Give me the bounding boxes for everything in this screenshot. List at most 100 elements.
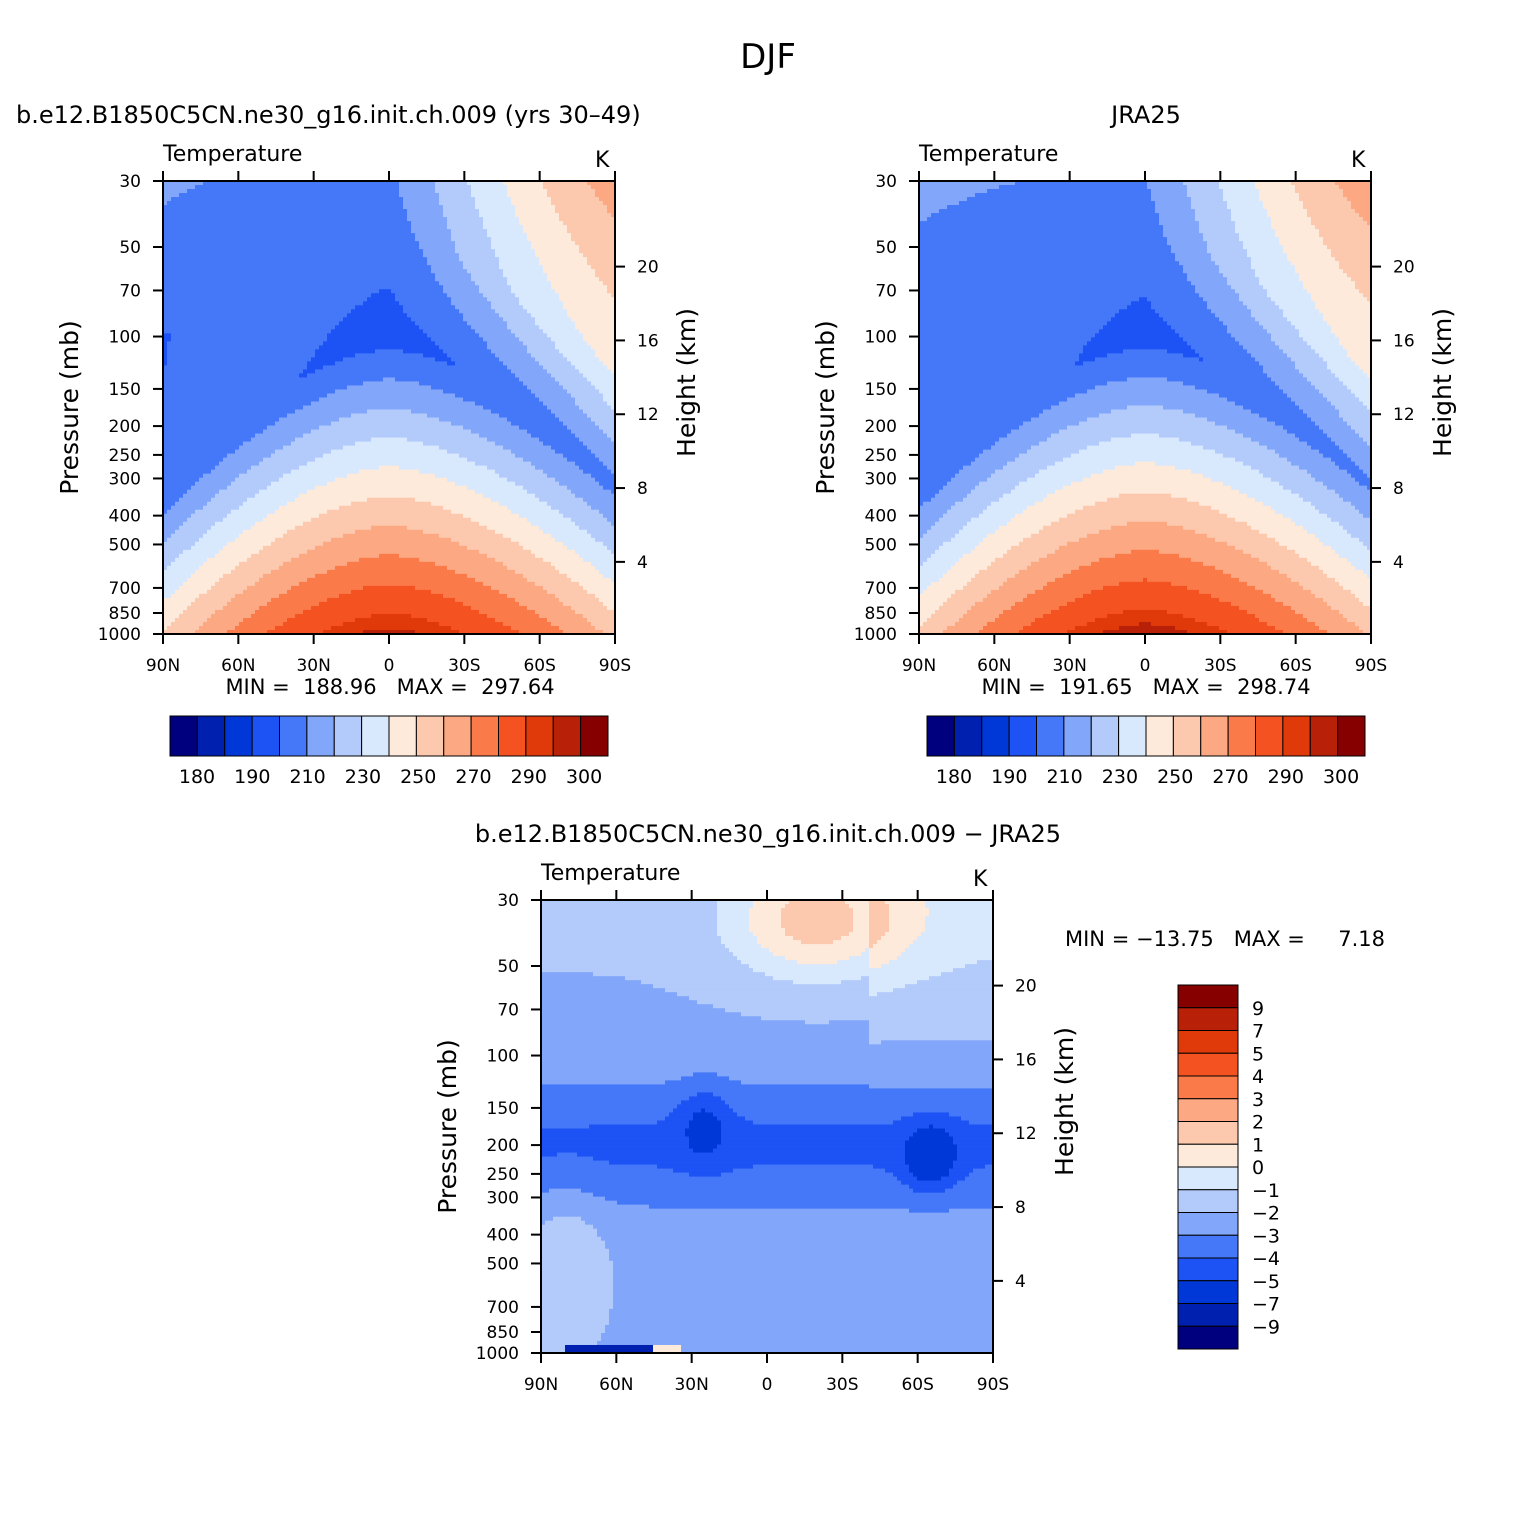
labelbar-label: −1 [1252,1180,1280,1202]
left-string: Temperature [918,142,1058,167]
labelbar-label: 300 [566,766,602,788]
height-axis-label: Height (km) [1050,1027,1079,1176]
labelbar-label: 190 [991,766,1027,788]
panel-title: b.e12.B1850C5CN.ne30_g16.init.ch.009 (yr… [16,101,641,129]
x-tick-label: 60N [599,1375,633,1395]
labelbar-box [416,716,443,756]
labelbar-box [1178,1076,1238,1099]
height-tick-label: 16 [637,331,659,351]
x-tick-label: 30N [296,656,330,676]
left-string: Temperature [540,861,680,886]
labelbar-box [982,716,1009,756]
labelbar-label: 300 [1323,766,1359,788]
labelbar-box [1178,1031,1238,1054]
panel-title: JRA25 [1109,101,1181,129]
height-tick-label: 16 [1015,1050,1037,1070]
figure-title: DJF [740,37,796,77]
right-string: K [973,867,988,892]
y-tick-label: 1000 [854,625,897,645]
y-tick-label: 50 [119,238,141,258]
labelbar-box [1009,716,1036,756]
y-tick-label: 500 [487,1254,519,1274]
x-tick-label: 0 [384,656,395,676]
labelbar-box [197,716,224,756]
labelbar-box [444,716,471,756]
y-tick-label: 100 [865,328,897,348]
y-tick-label: 150 [865,380,897,400]
x-tick-label: 30N [1052,656,1086,676]
y-tick-label: 30 [497,891,519,911]
color-labelbar: 180 190 210 230 250 270 290 300 [170,716,608,788]
labelbar-label: −2 [1252,1203,1280,1225]
height-tick-label: 20 [637,258,659,278]
labelbar-box [389,716,416,756]
labelbar-box [1037,716,1064,756]
labelbar-label: 210 [1046,766,1082,788]
y-tick-label: 250 [865,446,897,466]
labelbar-label: 5 [1252,1043,1264,1065]
labelbar-label: 210 [289,766,325,788]
x-tick-label: 60N [221,656,255,676]
y-tick-label: 100 [109,328,141,348]
x-tick-label: 90N [146,656,180,676]
labelbar-label: 7 [1252,1021,1264,1043]
y-tick-label: 250 [487,1165,519,1185]
labelbar-box [581,716,608,756]
y-tick-label: 700 [109,579,141,599]
labelbar-box [280,716,307,756]
labelbar-box [1178,1213,1238,1236]
y-tick-label: 70 [119,281,141,301]
labelbar-label: 9 [1252,998,1264,1020]
y-tick-label: 70 [875,281,897,301]
y-tick-label: 30 [119,172,141,192]
height-axis-label: Height (km) [1428,308,1457,457]
labelbar-label: 2 [1252,1112,1264,1134]
x-tick-label: 60N [977,656,1011,676]
height-tick-label: 4 [1393,553,1404,573]
height-tick-label: 4 [637,553,648,573]
labelbar-label: 180 [936,766,972,788]
x-tick-label: 30S [826,1375,858,1395]
right-string: K [595,148,610,173]
labelbar-box [1178,1304,1238,1327]
labelbar-label: 290 [511,766,547,788]
panel-diff: b.e12.B1850C5CN.ne30_g16.init.ch.009 − J… [433,820,1385,1395]
x-tick-label: 90S [1355,656,1387,676]
labelbar-box [1178,1122,1238,1145]
labelbar-box [225,716,252,756]
labelbar-label: 250 [400,766,436,788]
y-tick-label: 700 [487,1298,519,1318]
x-tick-label: 90S [599,656,631,676]
labelbar-box [1178,985,1238,1008]
y-tick-label: 500 [865,535,897,555]
labelbar-box [1178,1258,1238,1281]
height-tick-label: 4 [1015,1272,1026,1292]
y-tick-label: 200 [865,417,897,437]
min-max-stats: MIN = −13.75 MAX = 7.18 [1065,927,1385,951]
labelbar-box [334,716,361,756]
labelbar-label: 190 [234,766,270,788]
labelbar-label: −3 [1252,1225,1280,1247]
labelbar-box [252,716,279,756]
color-labelbar: 180 190 210 230 250 270 290 300 [927,716,1365,788]
labelbar-box [954,716,981,756]
x-tick-label: 0 [1140,656,1151,676]
y-tick-label: 850 [487,1323,519,1343]
labelbar-label: 290 [1268,766,1304,788]
height-tick-label: 8 [1015,1198,1026,1218]
y-tick-label: 300 [865,469,897,489]
labelbar-label: 270 [1212,766,1248,788]
y-tick-label: 850 [865,604,897,624]
height-tick-label: 16 [1393,331,1415,351]
labelbar-label: −9 [1252,1316,1280,1338]
labelbar-box [1091,716,1118,756]
labelbar-box [927,716,954,756]
labelbar-box [1178,1326,1238,1349]
labelbar-box [1228,716,1255,756]
right-string: K [1351,148,1366,173]
labelbar-box [1146,716,1173,756]
y-tick-label: 850 [109,604,141,624]
y-tick-label: 150 [487,1099,519,1119]
labelbar-box [1178,1235,1238,1258]
